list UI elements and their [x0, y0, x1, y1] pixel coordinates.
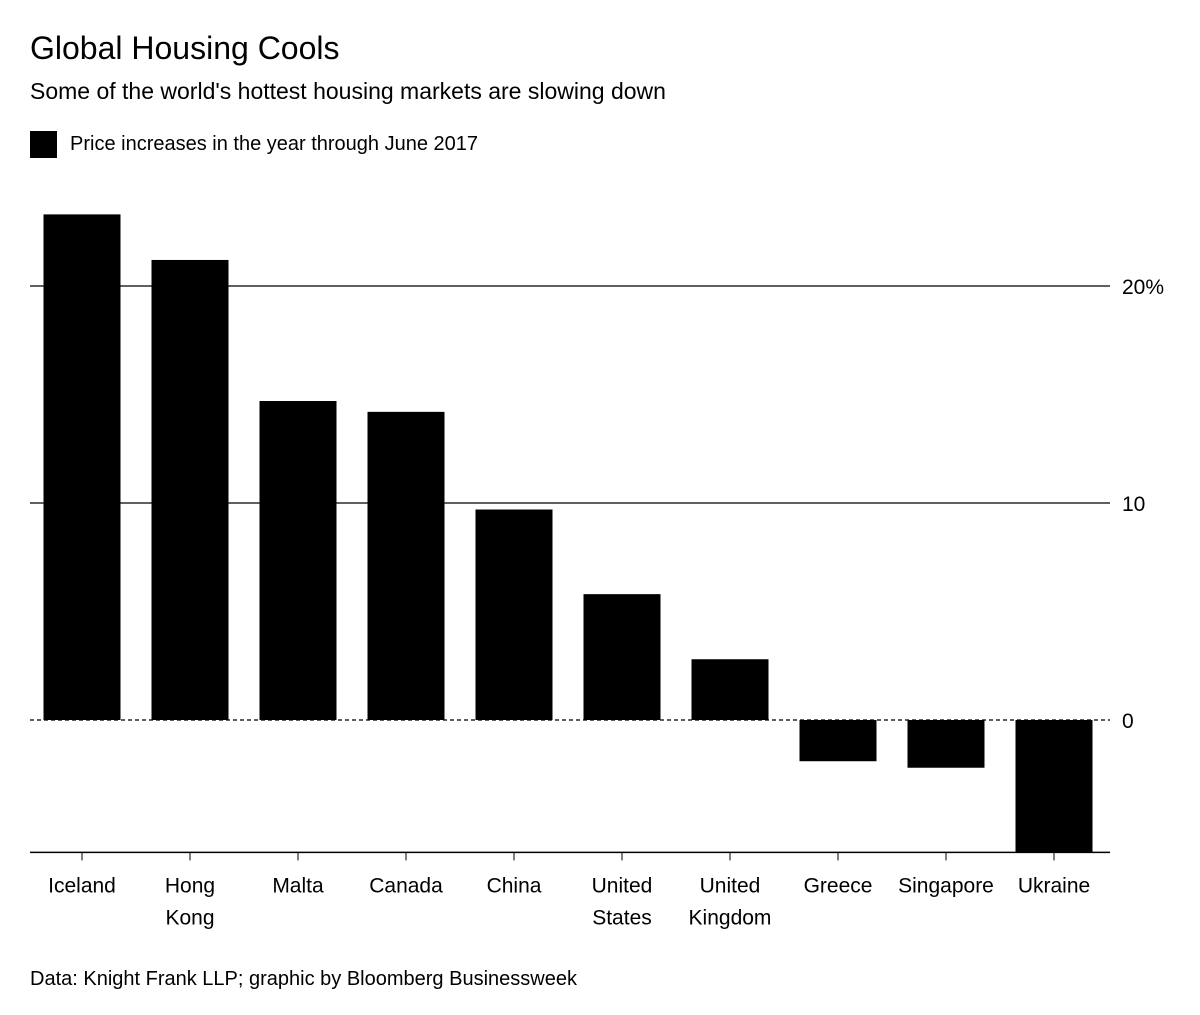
- x-tick-label: Hong: [165, 874, 215, 897]
- bar: [475, 509, 553, 720]
- bar: [259, 401, 337, 720]
- x-tick-label: Kingdom: [689, 906, 772, 929]
- bar: [367, 411, 445, 720]
- x-tick-label: States: [592, 906, 652, 929]
- bar: [43, 214, 121, 720]
- bar: [691, 659, 769, 720]
- bar: [907, 720, 985, 768]
- x-tick-label: Canada: [369, 874, 443, 897]
- chart-subtitle: Some of the world's hottest housing mark…: [30, 78, 666, 104]
- x-tick-label: Kong: [165, 906, 214, 929]
- bar: [1015, 720, 1093, 853]
- bar: [583, 594, 661, 720]
- x-tick-label: Iceland: [48, 874, 116, 897]
- x-tick-label: Greece: [804, 874, 873, 897]
- x-tick-label: United: [700, 874, 761, 897]
- x-tick-label: China: [487, 874, 542, 897]
- legend: Price increases in the year through June…: [30, 131, 478, 158]
- y-tick-label: 0: [1122, 710, 1134, 733]
- legend-swatch: [30, 131, 57, 158]
- chart-title: Global Housing Cools: [30, 30, 340, 66]
- legend-label: Price increases in the year through June…: [70, 133, 479, 155]
- source-note: Data: Knight Frank LLP; graphic by Bloom…: [30, 968, 577, 990]
- x-tick-label: Ukraine: [1018, 874, 1090, 897]
- x-tick-label: United: [592, 874, 653, 897]
- x-tick-label: Malta: [272, 874, 324, 897]
- bar: [799, 720, 877, 762]
- y-tick-label: 10: [1122, 493, 1145, 516]
- bar: [151, 259, 229, 720]
- y-tick-label: 20%: [1122, 276, 1164, 299]
- x-tick-label: Singapore: [898, 874, 994, 897]
